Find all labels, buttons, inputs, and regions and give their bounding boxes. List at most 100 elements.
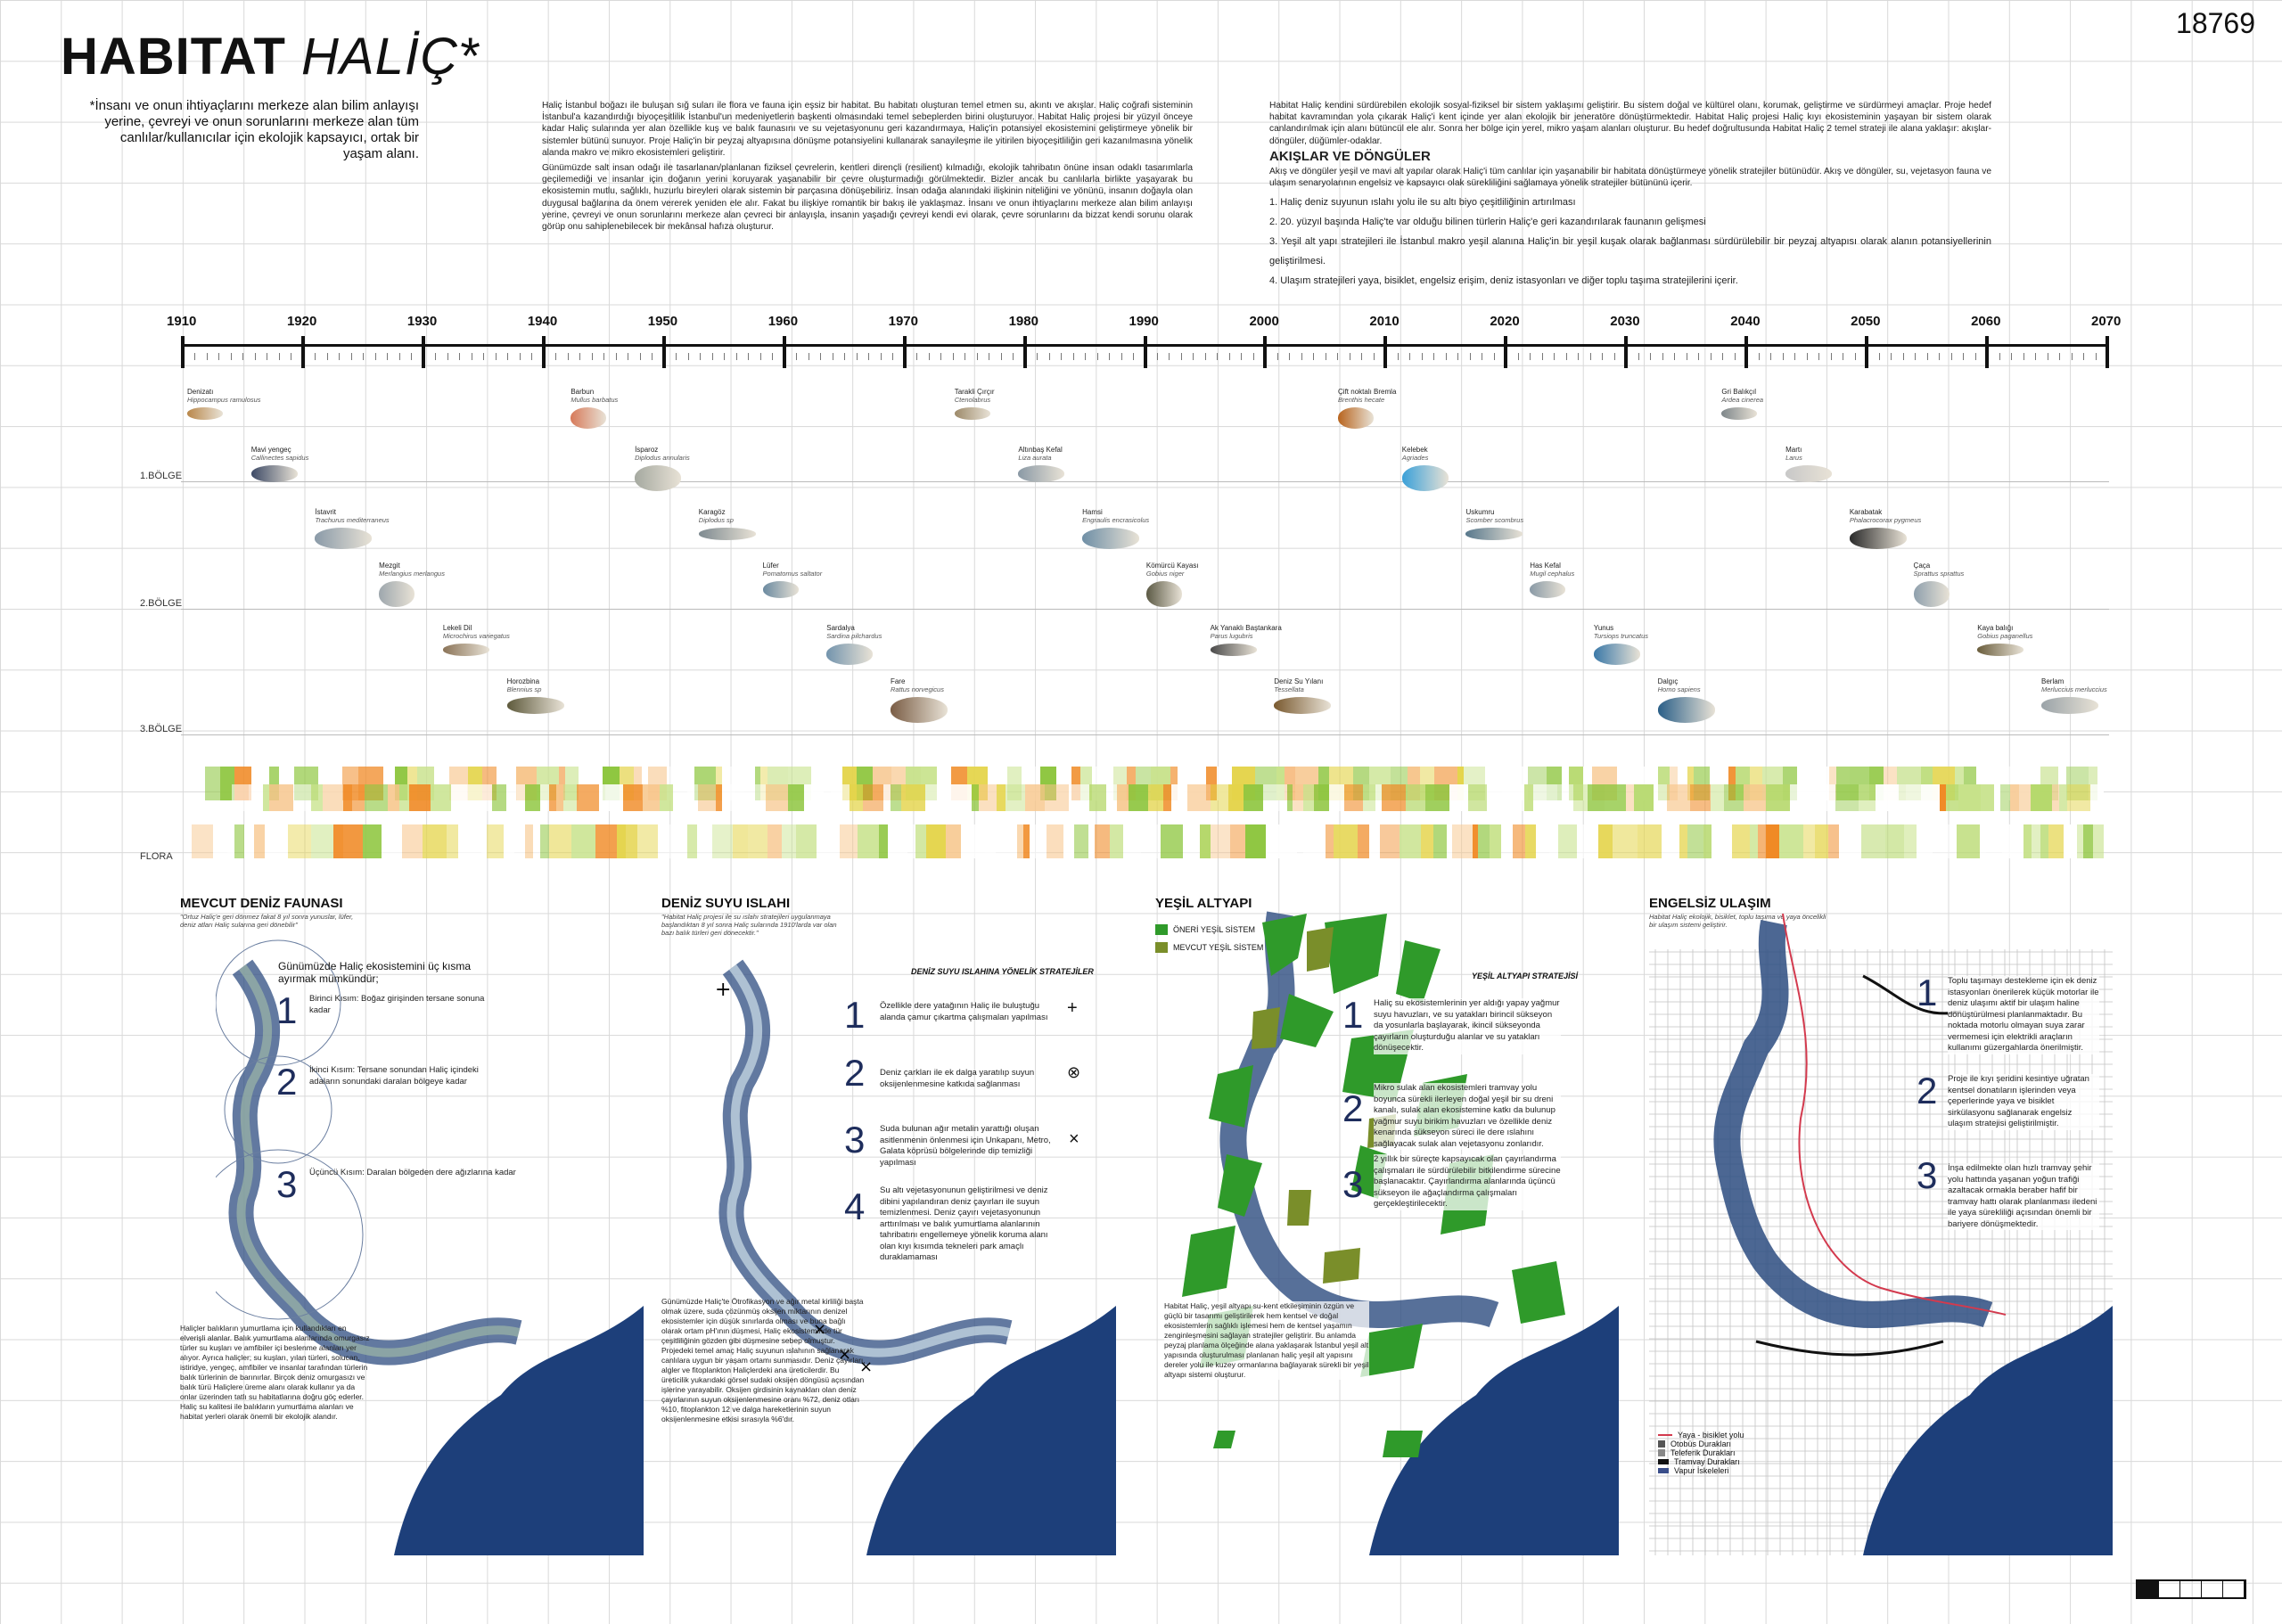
flora-segment [1116, 784, 1129, 811]
flora-segment [1576, 824, 1598, 858]
timeline-minor-tick [1433, 353, 1435, 360]
flora-segment [1749, 824, 1758, 858]
species-name: Fare [890, 677, 906, 685]
zone-divider [181, 609, 2109, 610]
halic-map [216, 939, 644, 1555]
legend-swatch [1155, 924, 1168, 935]
flora-segment [1063, 824, 1074, 858]
flora-segment [1612, 824, 1638, 858]
species-image [187, 407, 223, 420]
timeline-minor-tick [1109, 353, 1111, 360]
flora-segment [637, 824, 659, 858]
timeline-minor-tick [1854, 353, 1856, 360]
species-latin: Gobius niger [1145, 570, 1185, 578]
flora-segment [2052, 784, 2060, 811]
flora-segment [2077, 824, 2083, 858]
flora-segment [2092, 824, 2104, 858]
timeline-minor-tick [1217, 353, 1219, 360]
legend-swatch [1155, 942, 1168, 953]
flora-segment [539, 784, 549, 811]
flora-segment [1582, 767, 1592, 800]
flora-row [232, 784, 2104, 811]
panel-body: Habitat Haliç, yeşil altyapı su-kent etk… [1164, 1301, 1369, 1380]
species-name: Karagöz [698, 508, 726, 516]
species-name: Yunus [1593, 624, 1614, 632]
species-name: Tarakli Çırçır [954, 388, 995, 396]
species-image [379, 581, 415, 607]
list-item: 2. 20. yüzyıl başında Haliç'te var olduğ… [1269, 217, 1706, 228]
species-name: İsparoz [635, 446, 659, 454]
timeline-minor-tick [940, 353, 942, 360]
flora-segment [1017, 824, 1024, 858]
timeline-year: 2020 [1490, 314, 1520, 329]
timeline-minor-tick [411, 353, 413, 360]
legend-item: Vapur İskeleleri [1658, 1466, 1810, 1475]
species-label: Sardalya Sardina pilchardus [826, 624, 882, 640]
flora-segment [1211, 824, 1230, 858]
list-item: 3. Yeşil alt yapı stratejileri ile İstan… [1269, 236, 1991, 267]
timeline-minor-tick [1589, 353, 1591, 360]
timeline-minor-tick [1072, 353, 1074, 360]
flora-segment [1525, 824, 1537, 858]
flora-segment [1170, 767, 1178, 800]
timeline-minor-tick [1000, 353, 1002, 360]
flora-segment [401, 824, 423, 858]
timeline-year: 1950 [647, 314, 678, 329]
timeline-minor-tick [591, 353, 593, 360]
flora-segment [1472, 824, 1478, 858]
species-label: Deniz Su Yılanı Tessellata [1274, 677, 1323, 693]
timeline-minor-tick [495, 353, 497, 360]
flora-segment [915, 824, 926, 858]
flora-segment [1375, 784, 1382, 811]
flora-segment [1712, 824, 1733, 858]
species-image [1849, 528, 1907, 549]
flora-segment [1490, 824, 1502, 858]
species-image [1401, 465, 1449, 491]
intro-column-1: Haliç İstanbul boğazı ile buluşan sığ su… [542, 100, 1193, 236]
species-latin: Callinectes sapidus [250, 454, 309, 462]
flora-segment [1105, 784, 1117, 811]
timeline-tick [1744, 336, 1749, 368]
legend-swatch [1658, 1468, 1669, 1473]
timeline-minor-tick [1770, 353, 1772, 360]
flora-segment [1243, 784, 1263, 811]
flora-segment [1958, 784, 1981, 811]
species-name: Çaça [1913, 562, 1931, 570]
step-text: Deniz çarkları ile ek dalga yaratılıp su… [880, 1068, 1035, 1089]
species-label: Çaça Sprattus sprattus [1914, 562, 1965, 578]
flora-segment [1183, 824, 1193, 858]
flora-segment [1229, 824, 1245, 858]
step-number: 3 [844, 1119, 866, 1161]
flora-segment [978, 784, 997, 811]
species-label: Kömürcü Kayası Gobius niger [1146, 562, 1199, 578]
species-label: Lekeli Dil Microchirus variegatus [443, 624, 510, 640]
flora-segment [234, 824, 244, 858]
timeline-minor-tick [1445, 353, 1447, 360]
timeline-minor-tick [1734, 353, 1736, 360]
species-image [1977, 644, 2024, 656]
species-latin: Larus [1785, 454, 1802, 462]
flora-segment [1940, 784, 1947, 811]
species-latin: Diplodus annularis [635, 454, 690, 462]
flora-segment [1432, 824, 1447, 858]
flora-segment [467, 784, 493, 811]
timeline-minor-tick [1204, 353, 1206, 360]
legend-swatch [1658, 1434, 1672, 1436]
step-text: Toplu taşımayı destekleme için ek deniz … [1948, 976, 2099, 1054]
timeline-minor-tick [387, 353, 389, 360]
timeline-minor-tick [844, 353, 846, 360]
flora-segment [1358, 824, 1370, 858]
species-latin: Homo sapiens [1657, 685, 1701, 693]
flora-segment [205, 767, 220, 800]
flora-segment [643, 784, 661, 811]
timeline-minor-tick [772, 353, 774, 360]
flora-segment [1956, 824, 1980, 858]
flora-segment [555, 784, 563, 811]
flora-segment [961, 824, 986, 858]
timeline-year: 1940 [527, 314, 558, 329]
flora-segment [1778, 824, 1803, 858]
flora-segment [487, 824, 505, 858]
species-label: Karabatak Phalacrocorax pygmeus [1850, 508, 1921, 524]
timeline-minor-tick [1061, 353, 1063, 360]
step-text: Suda bulunan ağır metalin yarattığı oluş… [880, 1124, 1051, 1168]
